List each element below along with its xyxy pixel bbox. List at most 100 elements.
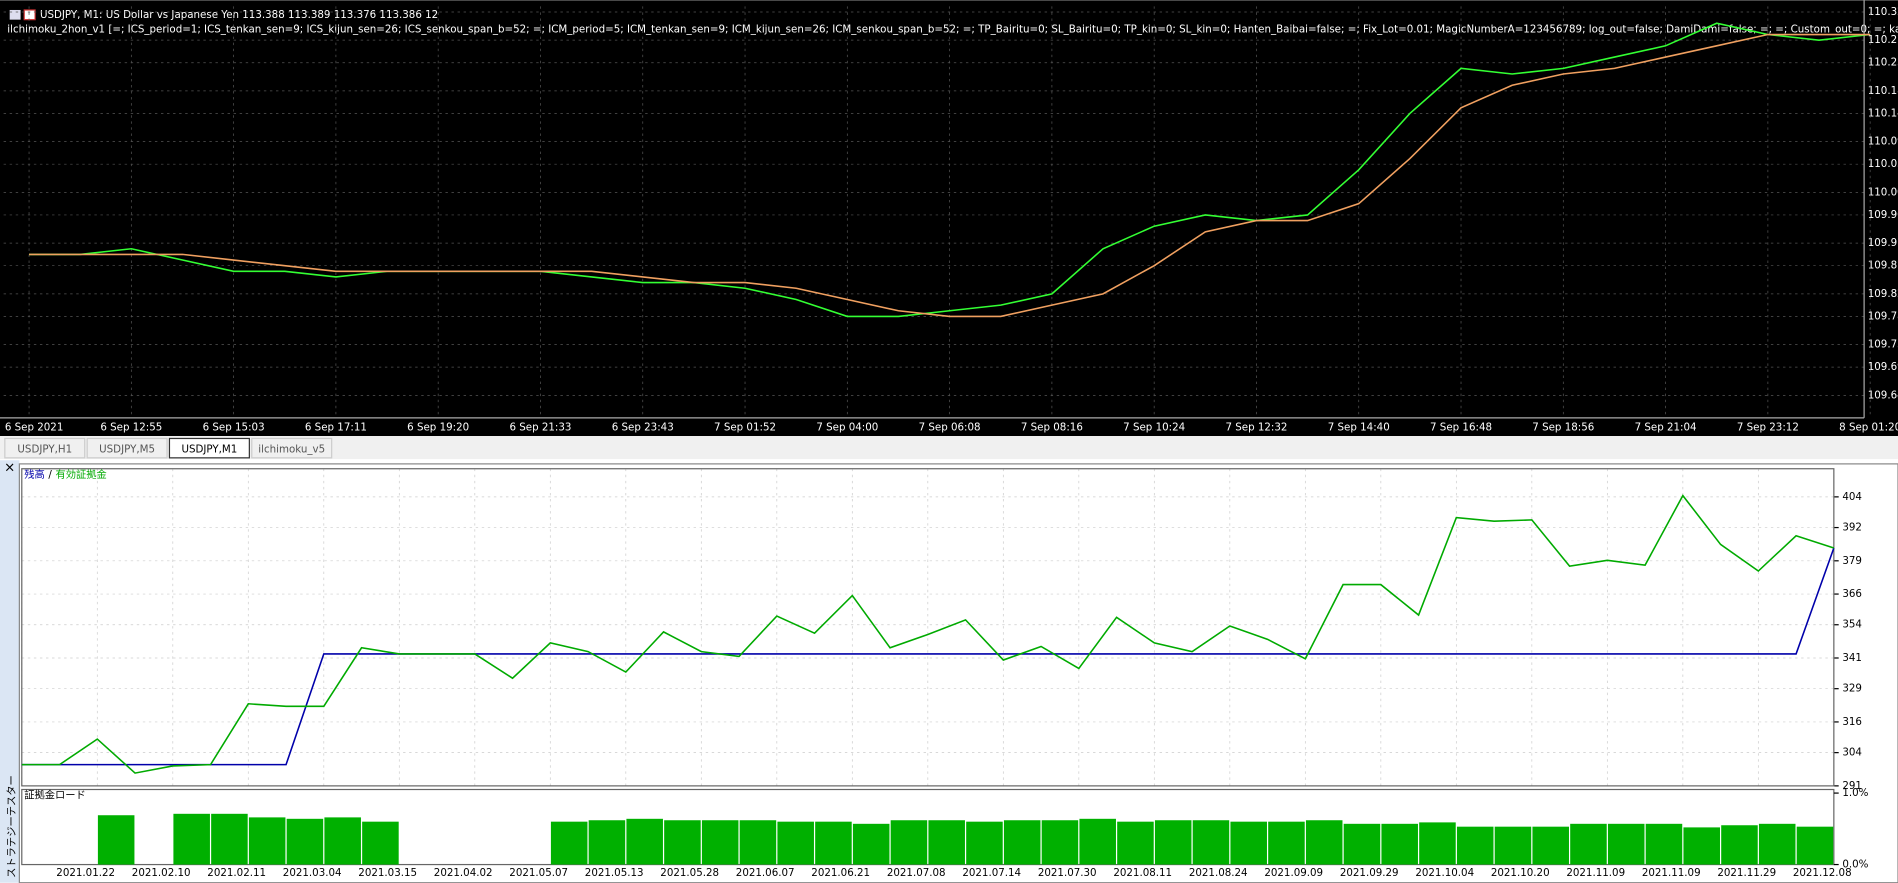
y-tick-label: 354 (1842, 619, 1862, 631)
bar (1192, 820, 1230, 865)
x-tick-label: 2021.06.21 (811, 867, 870, 879)
bar (1532, 826, 1569, 865)
y-tick-label: 110.18 (1868, 85, 1898, 97)
y-tick-label: 304 (1842, 747, 1862, 759)
tab-label[interactable]: USDJPY,H1 (17, 443, 72, 455)
plot-frame (21, 468, 1835, 787)
series-line (21, 547, 1835, 766)
series-line (29, 22, 1871, 318)
bar (626, 818, 663, 865)
bar (890, 820, 928, 865)
bar (1796, 826, 1834, 865)
bar (1721, 825, 1758, 865)
bar (588, 820, 626, 865)
window-icon (9, 9, 21, 20)
tester-graph (18, 463, 1898, 883)
x-tick-label: 2021.04.02 (434, 867, 493, 879)
tab-label[interactable]: ilchimoku_v5 (258, 443, 325, 455)
legend-separator: / (48, 469, 52, 481)
legend-entry: 残高 (24, 468, 45, 481)
x-tick-label: 7 Sep 06:08 (919, 422, 981, 434)
bar (1079, 818, 1116, 865)
y-tick-label: 110.23 (1868, 57, 1898, 69)
tab[interactable] (168, 437, 250, 459)
y-tick-label: 329 (1842, 683, 1862, 695)
bar (739, 820, 777, 865)
x-tick-label: 6 Sep 23:43 (612, 422, 674, 434)
bar (1003, 820, 1041, 865)
side-strip (0, 460, 20, 883)
tab[interactable] (4, 437, 86, 459)
x-tick-label: 2021.03.15 (358, 867, 417, 879)
close-button[interactable]: × (4, 461, 15, 476)
x-tick-label: 2021.09.29 (1340, 867, 1399, 879)
side-title: ストラテジーテスター (6, 775, 18, 878)
x-tick-label: 2021.01.22 (56, 867, 115, 879)
bar (1343, 823, 1381, 865)
x-tick-label: 7 Sep 12:32 (1225, 422, 1287, 434)
bar (1268, 821, 1305, 865)
bar (211, 813, 248, 865)
tab-label[interactable]: USDJPY,M1 (181, 443, 237, 455)
x-tick-label: 2021.11.09 (1642, 867, 1701, 879)
y-tick-label: 110.32 (1868, 6, 1898, 18)
bar (1607, 823, 1645, 865)
symbol-line: USDJPY, M1: US Dollar vs Japanese Yen 11… (40, 9, 438, 21)
x-tick-label: 7 Sep 14:40 (1328, 422, 1390, 434)
indicator-line: ilchimoku_2hon_v1 [=; ICS_period=1; ICS_… (7, 23, 1898, 35)
x-tick-label: 2021.07.08 (887, 867, 946, 879)
bar (286, 818, 324, 865)
x-tick-label: 2021.02.11 (207, 867, 266, 879)
y-tick-label: 291 (1842, 780, 1862, 792)
bar (324, 817, 361, 865)
tab-bar (0, 436, 1898, 460)
bar (550, 821, 588, 865)
x-tick-label: 7 Sep 23:12 (1737, 422, 1799, 434)
y-tick-label: 110.27 (1868, 34, 1898, 46)
x-tick-label: 6 Sep 19:20 (407, 422, 469, 434)
bar (173, 813, 210, 865)
bar (1645, 823, 1683, 865)
tab[interactable] (86, 437, 168, 459)
bar (1570, 823, 1607, 865)
x-tick-label: 6 Sep 21:33 (509, 422, 571, 434)
x-tick-label: 2021.08.11 (1113, 867, 1172, 879)
y-tick-label: 109.78 (1868, 310, 1898, 322)
bar (362, 821, 399, 865)
bar (852, 823, 890, 865)
tab[interactable] (251, 437, 333, 459)
bar (97, 815, 135, 865)
x-tick-label: 7 Sep 04:00 (816, 422, 878, 434)
tab-label[interactable]: USDJPY,M5 (99, 443, 155, 455)
bar (928, 820, 965, 865)
y-tick-label: 341 (1842, 652, 1862, 664)
bar (1305, 820, 1343, 865)
y-tick-label: 316 (1842, 716, 1862, 728)
bar (701, 820, 739, 865)
x-tick-label: 6 Sep 2021 (5, 422, 64, 434)
y-tick-label: 109.73 (1868, 339, 1898, 351)
bar (1041, 820, 1079, 865)
bar (1758, 823, 1796, 865)
y-tick-label: 379 (1842, 555, 1862, 567)
x-tick-label: 2021.05.07 (509, 867, 568, 879)
bar (664, 820, 701, 865)
x-tick-label: 6 Sep 15:03 (203, 422, 265, 434)
x-tick-label: 2021.10.04 (1415, 867, 1474, 879)
y-tick-label: 110.14 (1868, 107, 1898, 119)
bar (815, 821, 852, 865)
x-tick-label: 2021.12.08 (1793, 867, 1852, 879)
x-tick-label: 2021.09.09 (1264, 867, 1323, 879)
y-tick-label: 109.87 (1868, 260, 1898, 272)
x-tick-label: 2021.05.13 (585, 867, 644, 879)
x-tick-label: 2021.08.24 (1189, 867, 1248, 879)
y-tick-label: 366 (1842, 588, 1862, 600)
bar (1419, 822, 1456, 865)
y-tick-label: 392 (1842, 522, 1862, 534)
y-tick-label: 109.91 (1868, 237, 1898, 249)
y-tick-label: 109.64 (1868, 389, 1898, 401)
y-tick-label: 0.0% (1842, 859, 1868, 871)
x-tick-label: 7 Sep 21:04 (1635, 422, 1697, 434)
bar (1494, 826, 1532, 865)
